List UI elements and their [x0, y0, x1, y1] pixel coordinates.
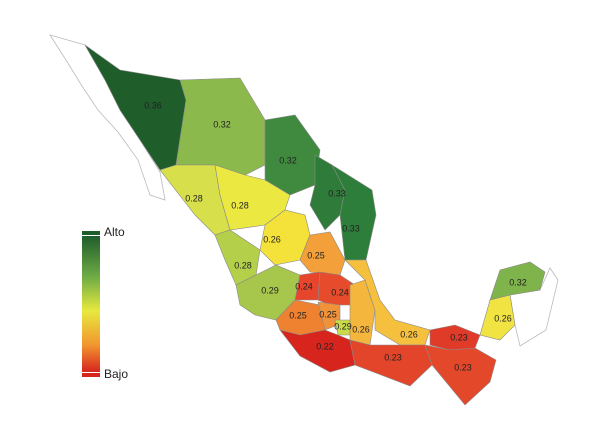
state-value: 0.26: [352, 324, 370, 334]
state-value: 0.24: [295, 281, 313, 291]
state-value: 0.36: [144, 100, 162, 110]
state-value: 0.26: [494, 313, 512, 323]
state-value: 0.25: [307, 250, 325, 260]
state-value: 0.26: [263, 234, 281, 244]
state-value: 0.29: [334, 321, 352, 331]
regions: 0.36 0.32 0.32 0.33 0.33 0.28 0.28 0.26 0.25 0.28…: [84, 44, 546, 406]
state-value: 0.23: [384, 352, 402, 362]
state-value: 0.28: [185, 193, 203, 203]
legend-colorbar: [82, 236, 100, 372]
state-value: 0.26: [400, 329, 418, 339]
state-value: 0.23: [454, 362, 472, 372]
state: [349, 339, 433, 387]
legend-high: Alto: [104, 225, 125, 239]
state-value: 0.28: [234, 260, 252, 270]
state-value: 0.33: [328, 188, 346, 198]
state: [424, 344, 497, 406]
state-value: 0.28: [231, 200, 249, 210]
state: [264, 114, 321, 196]
legend-low: Bajo: [104, 367, 128, 381]
legend-low-swatch: [82, 373, 100, 377]
legend-high-swatch: [82, 231, 100, 235]
state-value: 0.24: [331, 287, 349, 297]
state-value: 0.23: [450, 332, 468, 342]
state-value: 0.32: [213, 119, 231, 129]
state-value: 0.25: [289, 310, 307, 320]
state-value: 0.22: [316, 341, 334, 351]
state-value: 0.32: [509, 277, 527, 287]
quintana-roo: [509, 267, 559, 347]
state-value: 0.29: [261, 285, 279, 295]
state-value: 0.25: [319, 309, 337, 319]
state: [489, 261, 546, 301]
state: [479, 294, 516, 341]
state-value: 0.33: [342, 223, 360, 233]
state-value: 0.32: [279, 155, 297, 165]
